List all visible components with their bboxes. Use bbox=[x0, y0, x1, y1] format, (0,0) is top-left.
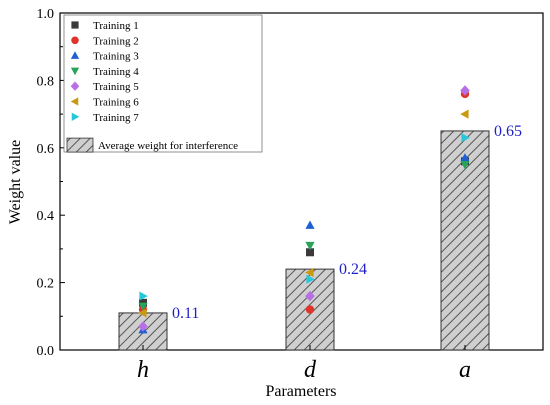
y-tick-label: 0.4 bbox=[37, 209, 55, 224]
y-tick-label: 0.8 bbox=[37, 74, 55, 89]
bar-value-label: 0.65 bbox=[494, 123, 522, 140]
legend-label: Training 7 bbox=[93, 112, 139, 124]
legend-label: Training 2 bbox=[93, 35, 139, 47]
point-training-4-d bbox=[305, 241, 315, 251]
x-tick-label-a: a bbox=[459, 357, 471, 383]
point-training-6-h bbox=[138, 308, 147, 318]
point-training-5-h bbox=[138, 321, 148, 332]
point-training-6-d bbox=[305, 267, 314, 278]
point-training-1-d bbox=[306, 248, 314, 257]
y-tick-label: 0.2 bbox=[37, 277, 55, 292]
legend-label: Training 6 bbox=[93, 97, 139, 109]
y-tick-label: 0.6 bbox=[37, 142, 55, 157]
legend-marker-2 bbox=[71, 36, 79, 45]
point-training-5-d bbox=[305, 290, 315, 302]
point-training-7-d bbox=[306, 274, 315, 284]
legend-marker-1 bbox=[71, 21, 79, 29]
legend-label-average: Average weight for interference bbox=[98, 140, 238, 152]
legend-marker-6 bbox=[70, 97, 79, 106]
point-training-3-a bbox=[460, 153, 470, 162]
x-tick-label-d: d bbox=[304, 357, 317, 383]
legend-box bbox=[63, 14, 263, 153]
legend-label: Training 3 bbox=[93, 51, 139, 63]
legend-marker-7 bbox=[71, 112, 80, 121]
legend-label: Training 1 bbox=[93, 20, 139, 32]
point-training-3-d bbox=[305, 220, 315, 229]
point-training-4-a bbox=[460, 161, 470, 170]
point-training-2-d bbox=[305, 305, 315, 314]
x-tick-label-h: h bbox=[137, 357, 149, 383]
legend-swatch-average bbox=[66, 137, 94, 153]
y-tick-label: 1.0 bbox=[37, 7, 55, 22]
point-training-7-h bbox=[139, 291, 148, 301]
y-axis-title: Weight value bbox=[7, 140, 24, 224]
bar-value-label: 0.24 bbox=[339, 261, 367, 278]
legend-marker-3 bbox=[70, 51, 80, 59]
point-training-4-h bbox=[138, 302, 148, 311]
x-axis-title: Parameters bbox=[265, 383, 336, 400]
legend: Training 1 Training 2 Training 3 Training 4… bbox=[63, 14, 263, 153]
legend-label: Training 4 bbox=[93, 66, 139, 78]
y-tick-label: 0.0 bbox=[37, 344, 55, 359]
legend-marker-5 bbox=[70, 81, 80, 91]
legend-marker-4 bbox=[70, 67, 80, 76]
point-training-5-a bbox=[460, 85, 470, 96]
bar-value-label: 0.11 bbox=[172, 305, 199, 322]
legend-label: Training 5 bbox=[93, 81, 139, 93]
point-training-7-a bbox=[461, 133, 470, 143]
point-training-6-a bbox=[460, 109, 469, 119]
